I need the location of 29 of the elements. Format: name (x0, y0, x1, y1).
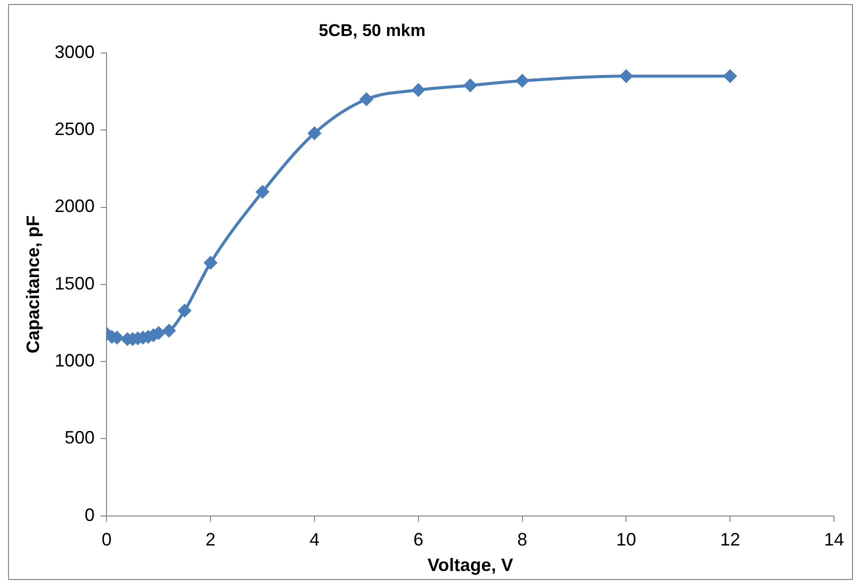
y-tick-label: 0 (84, 504, 95, 525)
point (204, 256, 218, 270)
x-axis-title: Voltage, V (427, 555, 514, 576)
point (515, 74, 530, 88)
x-tick-label: 6 (413, 530, 424, 550)
point (178, 304, 192, 318)
x-tick-label: 4 (309, 530, 320, 550)
point (256, 184, 270, 199)
x-tick-label: 0 (102, 530, 112, 550)
y-tick-label: 2500 (54, 119, 95, 140)
y-tick-label: 3000 (54, 42, 95, 62)
point (463, 78, 478, 92)
y-tick-label: 1500 (54, 273, 95, 294)
x-tick-label: 14 (824, 530, 844, 550)
y-tick-label: 1000 (54, 350, 95, 370)
point (307, 126, 322, 140)
y-tick-label: 2000 (54, 196, 95, 216)
x-tick-label: 2 (206, 530, 216, 550)
y-axis-title: Capacitance, pF (22, 215, 43, 354)
point (619, 69, 634, 84)
point (162, 324, 176, 338)
x-tick-label: 12 (720, 530, 740, 550)
y-tick-label: 500 (64, 428, 95, 448)
chart-title: 5CB, 50 mkm (318, 21, 426, 40)
x-tick-label: 8 (517, 530, 528, 550)
x-tick-label: 10 (616, 530, 636, 550)
point (411, 83, 426, 98)
point (359, 92, 374, 106)
point (723, 69, 738, 84)
